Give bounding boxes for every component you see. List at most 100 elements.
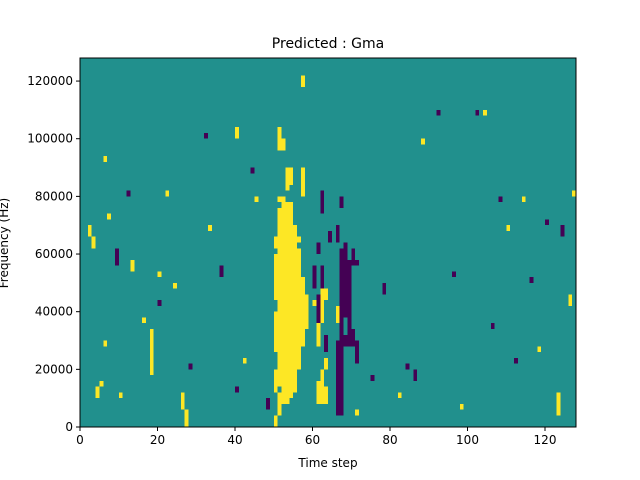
chart-title: Predicted : Gma — [272, 36, 384, 52]
heatmap-cell — [335, 340, 340, 416]
heatmap-cell — [343, 334, 348, 347]
heatmap-cell — [343, 242, 348, 318]
heatmap-cell — [521, 196, 526, 203]
heatmap-cell — [324, 386, 328, 404]
heatmap-cell — [242, 357, 247, 364]
heatmap-cell — [572, 190, 576, 197]
heatmap-cell — [324, 357, 328, 370]
x-tick-label: 20 — [150, 433, 165, 447]
heatmap-cell — [339, 248, 344, 416]
heatmap-cell — [219, 265, 224, 278]
heatmap-cell — [95, 386, 100, 399]
heatmap-cell — [483, 109, 487, 116]
y-tick-label: 100000 — [27, 132, 73, 146]
heatmap-cell — [506, 225, 511, 231]
heatmap-cell — [452, 271, 456, 278]
y-axis: 0 20000 40000 60000 80000 100000 120000 — [27, 74, 80, 434]
x-tick-label: 100 — [456, 433, 479, 447]
heatmap-cell — [277, 207, 282, 387]
heatmap-cell — [312, 300, 317, 306]
heatmap-cell — [281, 138, 286, 151]
heatmap-cell — [273, 236, 278, 249]
heatmap-cell — [273, 311, 278, 353]
heatmap-cell — [99, 380, 104, 387]
heatmap-cell — [300, 75, 305, 87]
heatmap-cell — [405, 363, 410, 370]
heatmap-cell — [545, 219, 549, 226]
heatmap-cell — [204, 132, 208, 139]
heatmap-cell — [277, 392, 282, 416]
heatmap-cell — [114, 248, 119, 266]
heatmap-cell — [529, 277, 534, 283]
heatmap-cell — [316, 323, 321, 347]
heatmap-cell — [339, 196, 344, 208]
heatmap-cell — [351, 248, 356, 266]
heatmap-cell — [157, 271, 162, 278]
heatmap-cell — [316, 380, 321, 404]
x-tick-label: 120 — [534, 433, 557, 447]
heatmap-cell — [351, 328, 356, 347]
heatmap-cell — [355, 340, 359, 364]
heatmap-cell — [184, 409, 189, 427]
heatmap-cell — [316, 294, 321, 324]
heatmap-cell — [568, 294, 573, 306]
heatmap-cell — [289, 202, 294, 399]
heatmap-cell — [91, 236, 96, 249]
y-tick-label: 20000 — [35, 362, 73, 376]
heatmap-cell — [126, 190, 131, 197]
y-tick-label: 40000 — [35, 305, 73, 319]
heatmap-cell — [355, 409, 359, 416]
x-tick-label: 60 — [305, 433, 320, 447]
heatmap-cell — [370, 375, 375, 381]
heatmap-cell — [556, 392, 561, 416]
heatmap-cell — [165, 190, 170, 197]
heatmap-cell — [324, 334, 328, 353]
heatmap-cell — [312, 265, 317, 289]
y-tick-label: 120000 — [27, 74, 73, 88]
x-tick-label: 40 — [227, 433, 242, 447]
heatmap-cell — [397, 392, 402, 399]
heatmap-cell — [207, 225, 212, 231]
heatmap-cell — [355, 259, 359, 266]
heatmap-cell — [149, 328, 154, 376]
heatmap-cell — [281, 196, 286, 404]
heatmap-cell — [118, 392, 123, 399]
plot-area — [79, 57, 577, 428]
heatmap-cell — [316, 242, 321, 255]
x-tick-label: 0 — [76, 433, 84, 447]
heatmap-cell — [180, 392, 185, 410]
heatmap-cell — [250, 167, 255, 174]
y-tick-label: 60000 — [35, 247, 73, 261]
heatmap-cell — [537, 346, 542, 353]
heatmap-cell — [320, 190, 325, 214]
heatmap-cell — [130, 259, 135, 272]
heatmap-cell — [87, 225, 92, 237]
heatmap-cell — [254, 196, 259, 203]
heatmap-cell — [277, 196, 282, 203]
heatmap-cell — [382, 282, 387, 295]
heatmap-cell — [235, 127, 239, 139]
heatmap-cell — [297, 236, 301, 243]
heatmap-cell — [103, 156, 108, 162]
heatmap-cell — [266, 398, 270, 410]
heatmap-cell — [560, 225, 565, 237]
heatmap-cell — [304, 294, 309, 329]
heatmap-cell — [157, 300, 162, 306]
heatmap-cell — [297, 248, 301, 370]
heatmap-cell — [328, 230, 332, 243]
heatmap-cell — [514, 357, 518, 364]
heatmap-cell — [320, 288, 325, 324]
y-tick-label: 0 — [65, 420, 73, 434]
heatmap-cell — [320, 265, 325, 289]
heatmap-cell — [320, 369, 325, 404]
heatmap-cell — [459, 403, 464, 410]
heatmap-cell — [324, 288, 328, 301]
heatmap-cell — [436, 109, 441, 116]
heatmap-cell — [285, 202, 290, 404]
heatmap-cell — [188, 363, 193, 370]
plot-frame — [79, 57, 577, 428]
heatmap-cell — [300, 167, 305, 197]
heatmap-cell — [103, 340, 108, 347]
heatmap-cell — [107, 213, 111, 220]
